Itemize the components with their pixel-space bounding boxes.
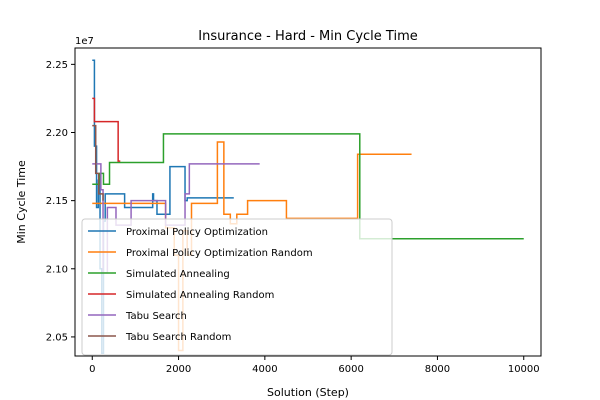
x-tick-label: 4000 [252,364,277,375]
x-tick-label: 2000 [166,364,191,375]
y-axis-label: Min Cycle Time [15,160,28,244]
legend: Proximal Policy Optimization Proximal Pol… [81,218,393,356]
x-tick-label: 10000 [508,364,540,375]
x-tick-label: 8000 [425,364,450,375]
y-tick-label: 2.25 [46,60,68,71]
x-axis-label: Solution (Step) [267,386,349,399]
legend-label: Proximal Policy Optimization Random [126,248,313,259]
y-offset-label: 1e7 [75,36,94,47]
y-axis: 2.05 2.10 2.15 2.20 2.25 [46,60,75,343]
x-axis: 0 2000 4000 6000 8000 10000 [89,356,540,375]
legend-label: Proximal Policy Optimization [126,227,268,238]
plot-frame [74,47,542,357]
y-tick-label: 2.20 [46,128,68,139]
legend-label: Simulated Annealing Random [126,290,274,301]
x-tick-label: 6000 [338,364,363,375]
series-line-4 [92,163,260,274]
y-tick-label: 2.10 [46,264,68,275]
x-tick-label: 0 [89,364,95,375]
series-line-2 [92,133,524,240]
legend-label: Tabu Search Random [125,332,231,343]
series-line-5 [92,124,104,201]
y-tick-label: 2.15 [46,196,68,207]
chart-title: Insurance - Hard - Min Cycle Time [198,29,417,44]
y-tick-label: 2.05 [46,332,68,343]
legend-label: Tabu Search [125,311,187,322]
legend-label: Simulated Annealing [126,269,230,280]
series-line-3 [92,97,121,162]
legend-box [81,218,393,356]
